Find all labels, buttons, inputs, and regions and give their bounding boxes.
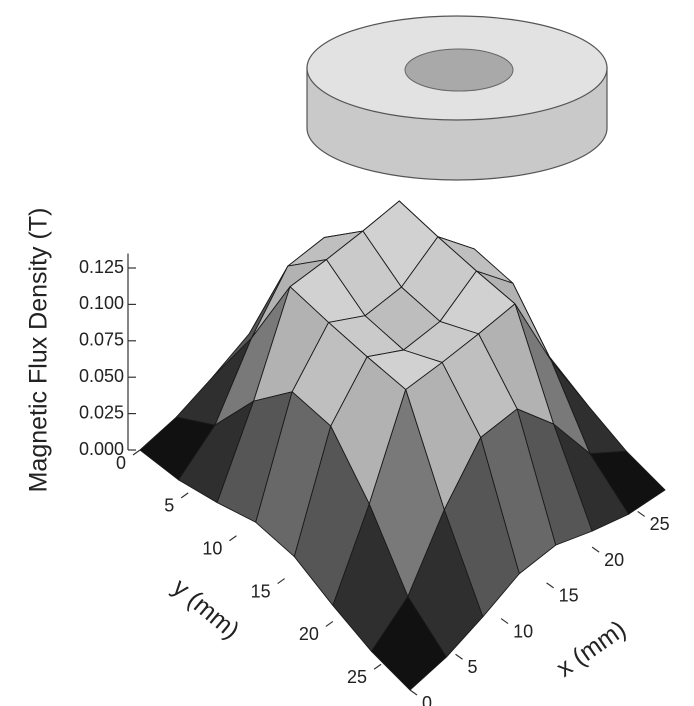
y-tick (278, 579, 285, 584)
z-tick-label: 0.125 (79, 257, 124, 277)
y-tick (229, 536, 236, 541)
x-axis-title: x (mm) (551, 615, 631, 683)
magnet-illustration (307, 16, 607, 180)
x-tick (410, 690, 417, 695)
y-axis-title: y (mm) (167, 573, 245, 644)
y-tick (181, 493, 188, 498)
y-tick-label: 0 (116, 453, 126, 473)
z-tick-label: 0.050 (79, 366, 124, 386)
x-tick (501, 619, 508, 624)
x-tick (456, 654, 463, 659)
x-tick (592, 547, 599, 552)
x-tick-label: 5 (468, 657, 478, 677)
x-tick (547, 583, 554, 588)
x-tick-label: 20 (604, 550, 624, 570)
y-tick (326, 621, 333, 626)
x-tick-label: 0 (422, 693, 432, 706)
chart: Magnetic Flux Density (T) y (mm) x (mm) … (0, 0, 694, 706)
z-tick-label: 0.100 (79, 293, 124, 313)
z-tick-label: 0.075 (79, 330, 124, 350)
x-tick-label: 10 (513, 621, 533, 641)
y-tick-label: 5 (164, 496, 174, 516)
y-tick (374, 664, 381, 669)
x-tick-label: 25 (650, 514, 670, 534)
y-tick-label: 10 (202, 538, 222, 558)
y-tick-label: 20 (299, 624, 319, 644)
magnet-hole (405, 49, 513, 91)
z-tick-label: 0.025 (79, 402, 124, 422)
x-tick (638, 511, 645, 516)
y-tick-label: 15 (251, 581, 271, 601)
z-axis-title: Magnetic Flux Density (T) (25, 208, 53, 493)
y-tick (133, 450, 140, 455)
x-tick-label: 15 (559, 586, 579, 606)
y-tick-label: 25 (347, 667, 367, 687)
